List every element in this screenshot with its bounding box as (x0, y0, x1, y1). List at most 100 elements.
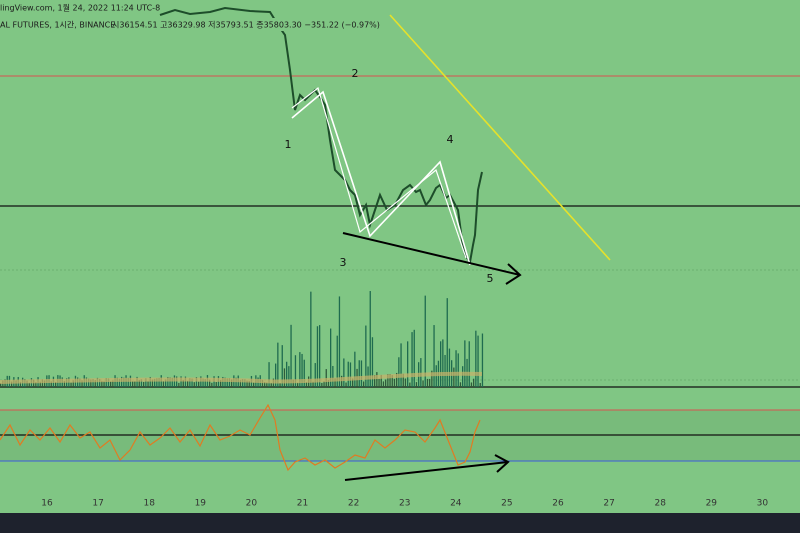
volume-bar (360, 360, 363, 387)
volume-bar (204, 379, 206, 387)
volume-bar (136, 376, 138, 387)
x-axis-label: 30 (757, 499, 769, 509)
volume-bar (398, 357, 400, 387)
volume-bar (169, 377, 171, 387)
volume-bar (138, 379, 140, 387)
volume-bar (393, 378, 396, 387)
header-bg (0, 18, 330, 31)
wave-line (291, 86, 467, 259)
bottom-strip (0, 513, 800, 533)
volume-bar (96, 377, 99, 387)
volume-bar (369, 291, 371, 387)
volume-bar (283, 368, 286, 387)
volume-bar (121, 376, 123, 387)
x-axis-label: 28 (654, 499, 666, 509)
volume-bar (63, 380, 66, 387)
volume-bar (299, 352, 301, 387)
volume-bar (143, 381, 145, 387)
volume-bar (26, 380, 28, 387)
divergence-arrow (342, 232, 521, 276)
volume-bar (301, 353, 303, 387)
volume-bar (391, 375, 393, 387)
arrow-head (505, 263, 522, 285)
volume-bar (314, 363, 316, 387)
volume-bar (176, 376, 178, 387)
volume-bar (90, 379, 92, 387)
volume-bar (470, 382, 473, 387)
x-axis-label: 29 (706, 499, 718, 509)
volume-bar (72, 380, 74, 387)
volume-bar (178, 382, 180, 387)
volume-bar (180, 376, 182, 387)
volume-bar (19, 381, 22, 387)
volume-bar (404, 378, 407, 387)
volume-bar (389, 374, 391, 387)
volume-bar (134, 381, 136, 387)
x-axis-label: 26 (552, 499, 564, 509)
wave-label: 4 (447, 133, 454, 146)
volume-bar (334, 378, 336, 387)
volume-bar (92, 379, 94, 387)
volume-bar (154, 378, 156, 387)
volume-bar (347, 361, 349, 387)
volume-bar (162, 381, 165, 387)
volume-bar (182, 379, 184, 387)
volume-bar (292, 379, 294, 387)
volume-bar (70, 382, 72, 387)
volume-bar (407, 341, 409, 387)
volume-bar (246, 380, 248, 387)
volume-bar (231, 379, 233, 387)
volume-bar (473, 378, 475, 387)
volume-bar (345, 382, 347, 387)
volume-bar (279, 382, 281, 387)
volume-bar (479, 382, 481, 387)
volume-bar (444, 354, 446, 387)
volume-bar (226, 378, 228, 387)
volume-bar (266, 382, 268, 387)
volume-bar (462, 366, 464, 387)
volume-bar (332, 365, 334, 387)
volume-bar (105, 378, 107, 387)
header-ohlc: 시36154.51 고36329.98 저35793.51 종35803.30 … (112, 21, 380, 30)
volume-bar (455, 350, 457, 387)
volume-bar (294, 355, 297, 387)
x-axis-label: 20 (246, 499, 258, 509)
wave-line (291, 90, 471, 266)
volume-bar (112, 380, 114, 387)
volume-bar (409, 382, 411, 387)
volume-bar (374, 375, 376, 387)
volume-bar (415, 382, 418, 387)
volume-bar (264, 381, 266, 387)
volume-ma (0, 371, 483, 384)
header-source: lingView.com, 1월 24, 2022 11:24 UTC-8 (0, 3, 160, 13)
x-axis-label: 22 (348, 499, 359, 509)
volume-bar (215, 382, 217, 387)
volume-bar (224, 377, 226, 387)
volume-bar (371, 337, 374, 387)
volume-bar (297, 382, 299, 387)
volume-bar (387, 374, 389, 387)
volume-bar (420, 358, 422, 387)
volume-bar (411, 332, 413, 387)
volume-bar (336, 335, 338, 387)
volume-bar (116, 377, 118, 387)
volume-bar (402, 373, 404, 387)
volume-bar (316, 326, 319, 387)
volume-bar (202, 378, 204, 387)
volume-bar (145, 378, 147, 387)
volume-bar (354, 351, 356, 387)
volume-bar (220, 380, 222, 387)
volume-bar (358, 360, 360, 387)
volume-bar (189, 378, 191, 387)
volume-bar (35, 382, 37, 387)
volume-bar (156, 378, 158, 387)
volume-bar (382, 381, 385, 387)
wave-label: 3 (340, 256, 347, 269)
volume-bar (140, 379, 143, 387)
volume-bar (228, 378, 231, 387)
volume-bar (244, 379, 246, 387)
volume-bar (396, 372, 398, 387)
volume-bar (468, 341, 470, 387)
volume-bar (363, 381, 365, 387)
